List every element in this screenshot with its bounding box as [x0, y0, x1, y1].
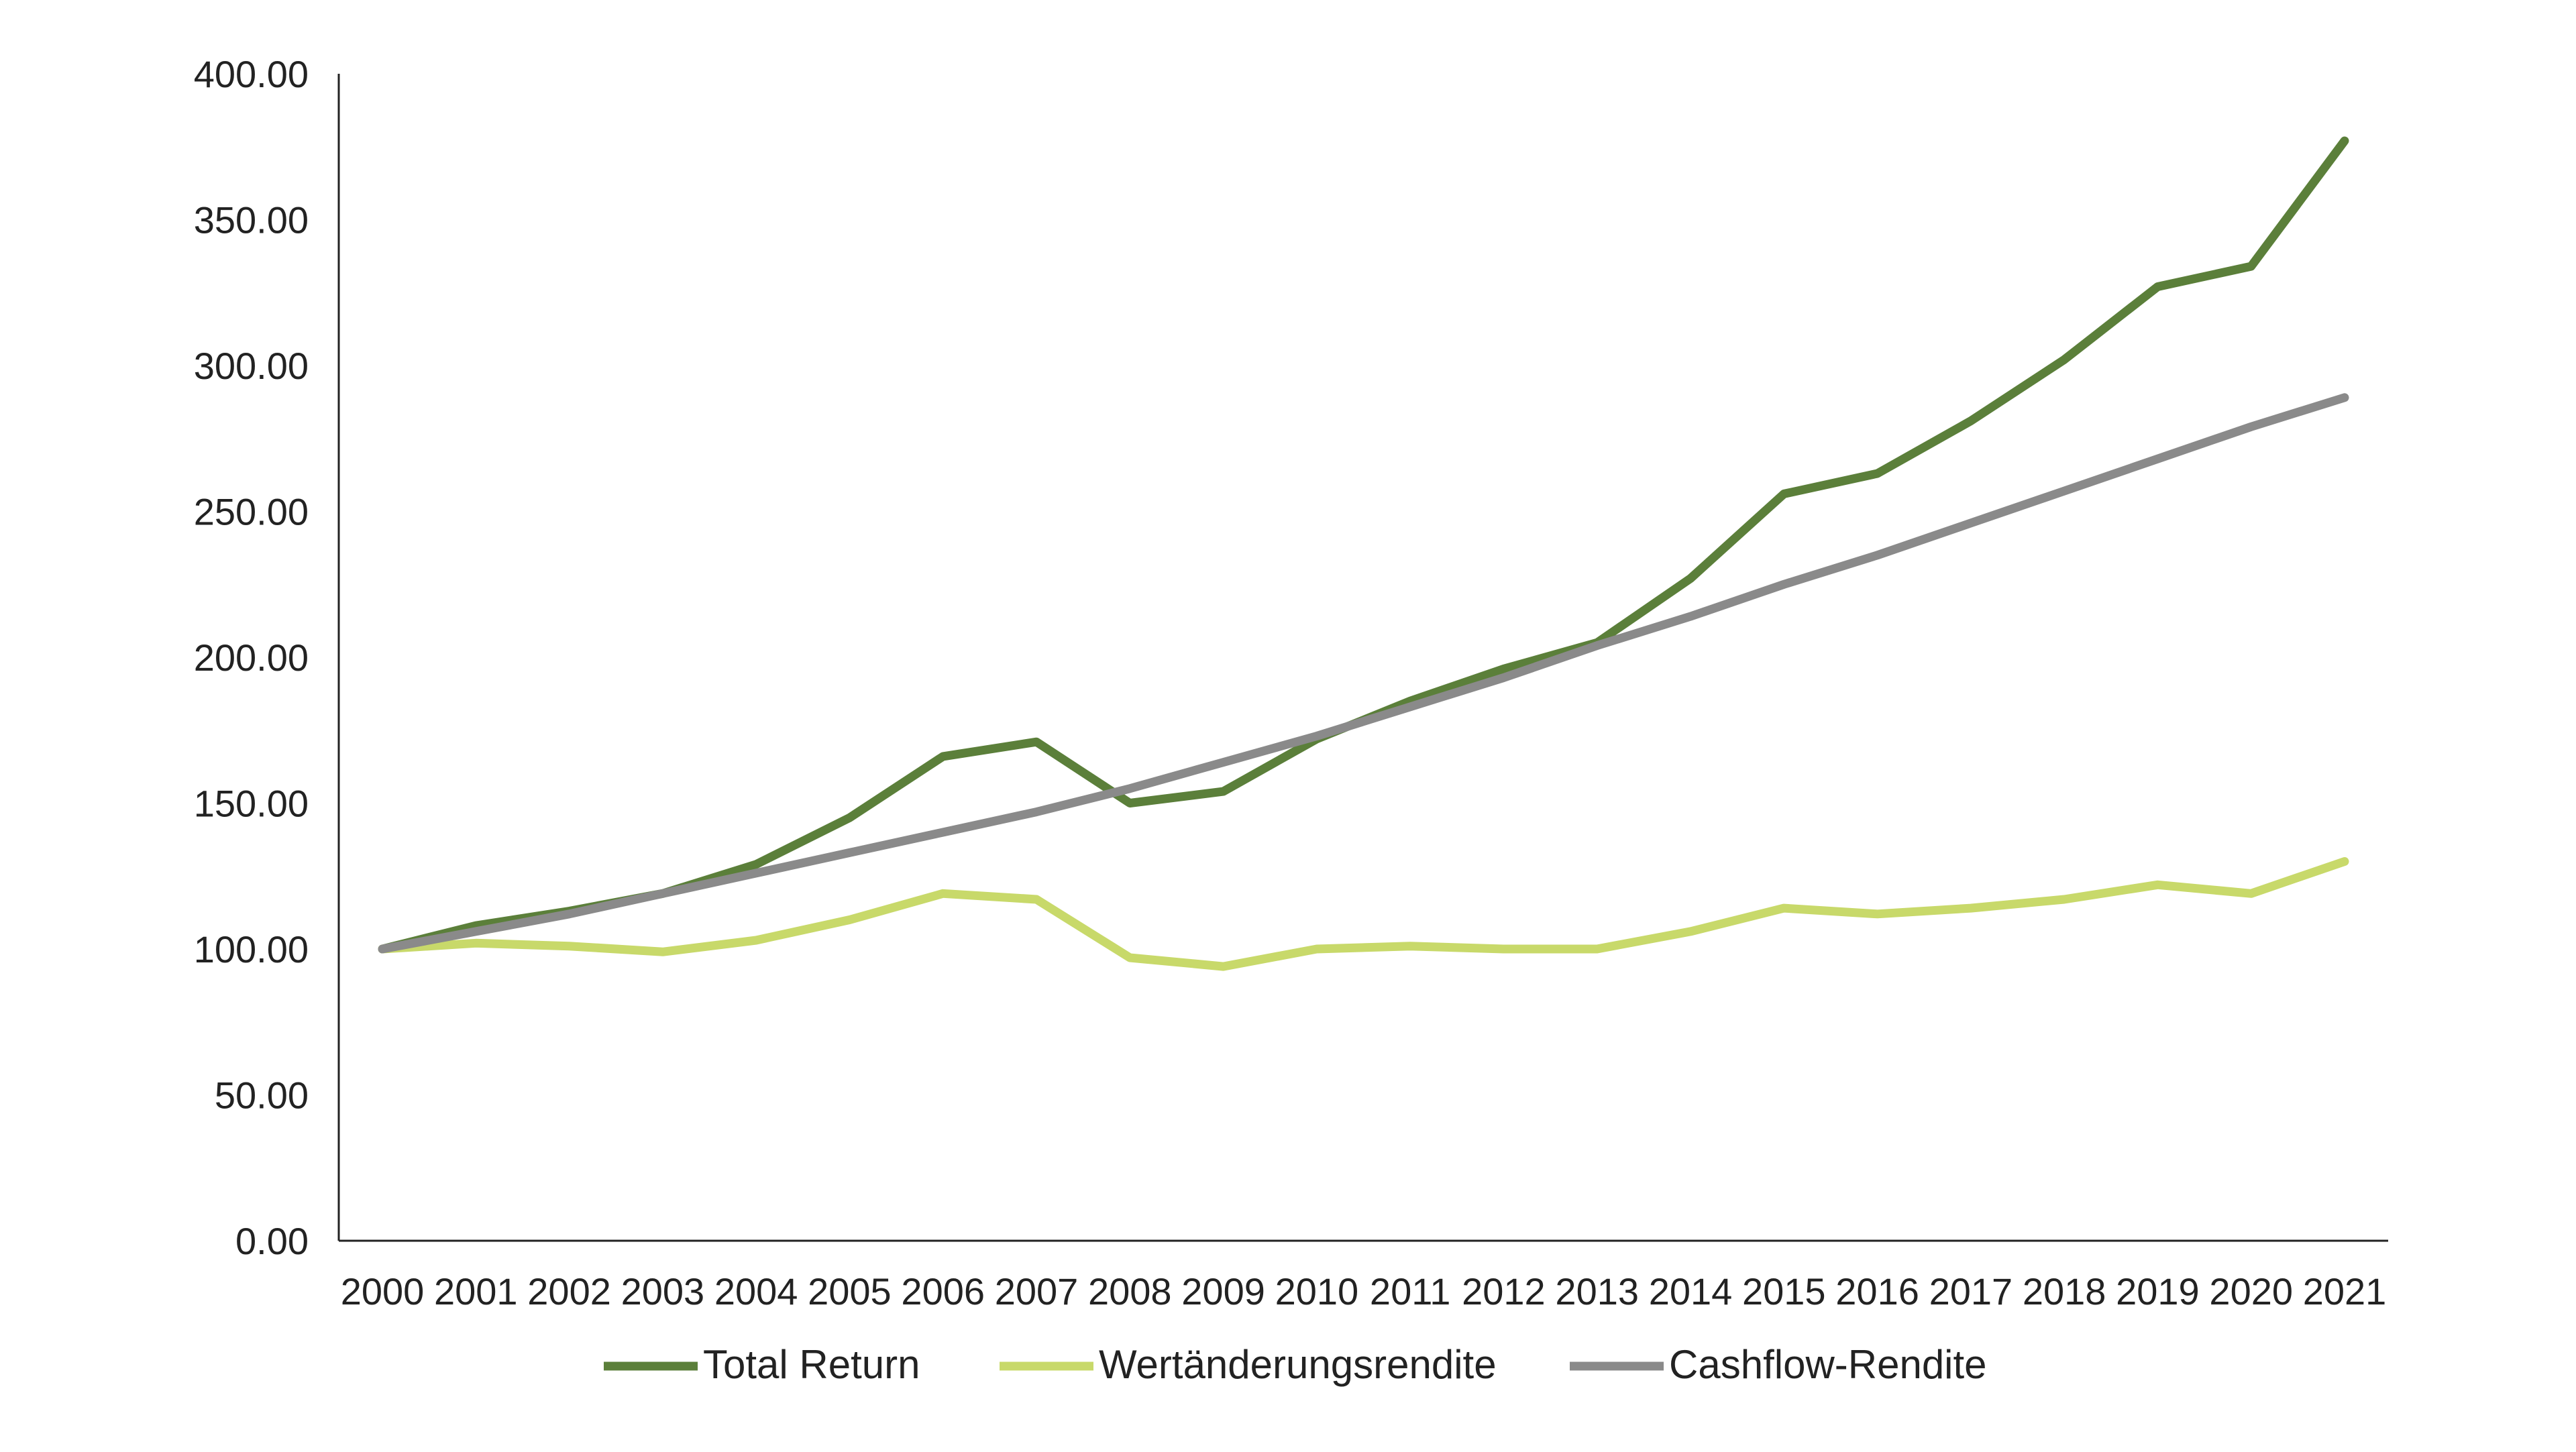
y-tick-label: 200.00	[194, 636, 309, 679]
y-tick-label: 50.00	[215, 1074, 309, 1117]
y-tick-label: 150.00	[194, 783, 309, 825]
series-lines	[378, 136, 2349, 971]
x-tick-label: 2012	[1462, 1270, 1546, 1313]
y-tick-label: 250.00	[194, 491, 309, 533]
series-line-3	[378, 393, 2349, 954]
y-axis-ticks: 0.00 50.00 100.00 150.00 200.00 250.00 300.00 3…	[194, 53, 309, 1262]
x-tick-label: 2007	[995, 1270, 1079, 1313]
x-tick-label: 2008	[1088, 1270, 1172, 1313]
y-tick-label: 300.00	[194, 345, 309, 387]
x-tick-label: 2019	[2116, 1270, 2200, 1313]
legend-label: Wertänderungsrendite	[1099, 1342, 1497, 1387]
x-tick-label: 2009	[1181, 1270, 1265, 1313]
x-tick-label: 2015	[1742, 1270, 1826, 1313]
y-tick-label: 0.00	[235, 1220, 309, 1262]
x-tick-label: 2006	[901, 1270, 985, 1313]
x-tick-label: 2003	[621, 1270, 705, 1313]
y-tick-label: 100.00	[194, 928, 309, 970]
legend-label: Cashflow-Rendite	[1669, 1342, 1987, 1387]
x-axis-ticks: 2000 2001 2002 2003 2004 2005 2006 2007 2008 2009…	[341, 1270, 2387, 1313]
x-tick-label: 2014	[1649, 1270, 1733, 1313]
x-tick-label: 2004	[714, 1270, 798, 1313]
x-tick-label: 2021	[2303, 1270, 2387, 1313]
x-tick-label: 2013	[1555, 1270, 1639, 1313]
x-tick-label: 2005	[808, 1270, 892, 1313]
x-tick-label: 2001	[434, 1270, 518, 1313]
y-tick-label: 350.00	[194, 199, 309, 241]
x-tick-label: 2020	[2209, 1270, 2293, 1313]
x-tick-label: 2018	[2023, 1270, 2106, 1313]
legend-label: Total Return	[703, 1342, 920, 1387]
series-line-1	[378, 136, 2349, 954]
x-tick-label: 2016	[1835, 1270, 1919, 1313]
series-line-2	[378, 857, 2349, 971]
legend: Total Return Wertänderungsrendite Cashflow…	[604, 1342, 1987, 1387]
x-tick-label: 2010	[1275, 1270, 1359, 1313]
x-tick-label: 2002	[527, 1270, 611, 1313]
x-tick-label: 2000	[341, 1270, 425, 1313]
y-tick-label: 400.00	[194, 53, 309, 95]
x-tick-label: 2017	[1929, 1270, 2013, 1313]
x-tick-label: 2011	[1370, 1270, 1450, 1313]
